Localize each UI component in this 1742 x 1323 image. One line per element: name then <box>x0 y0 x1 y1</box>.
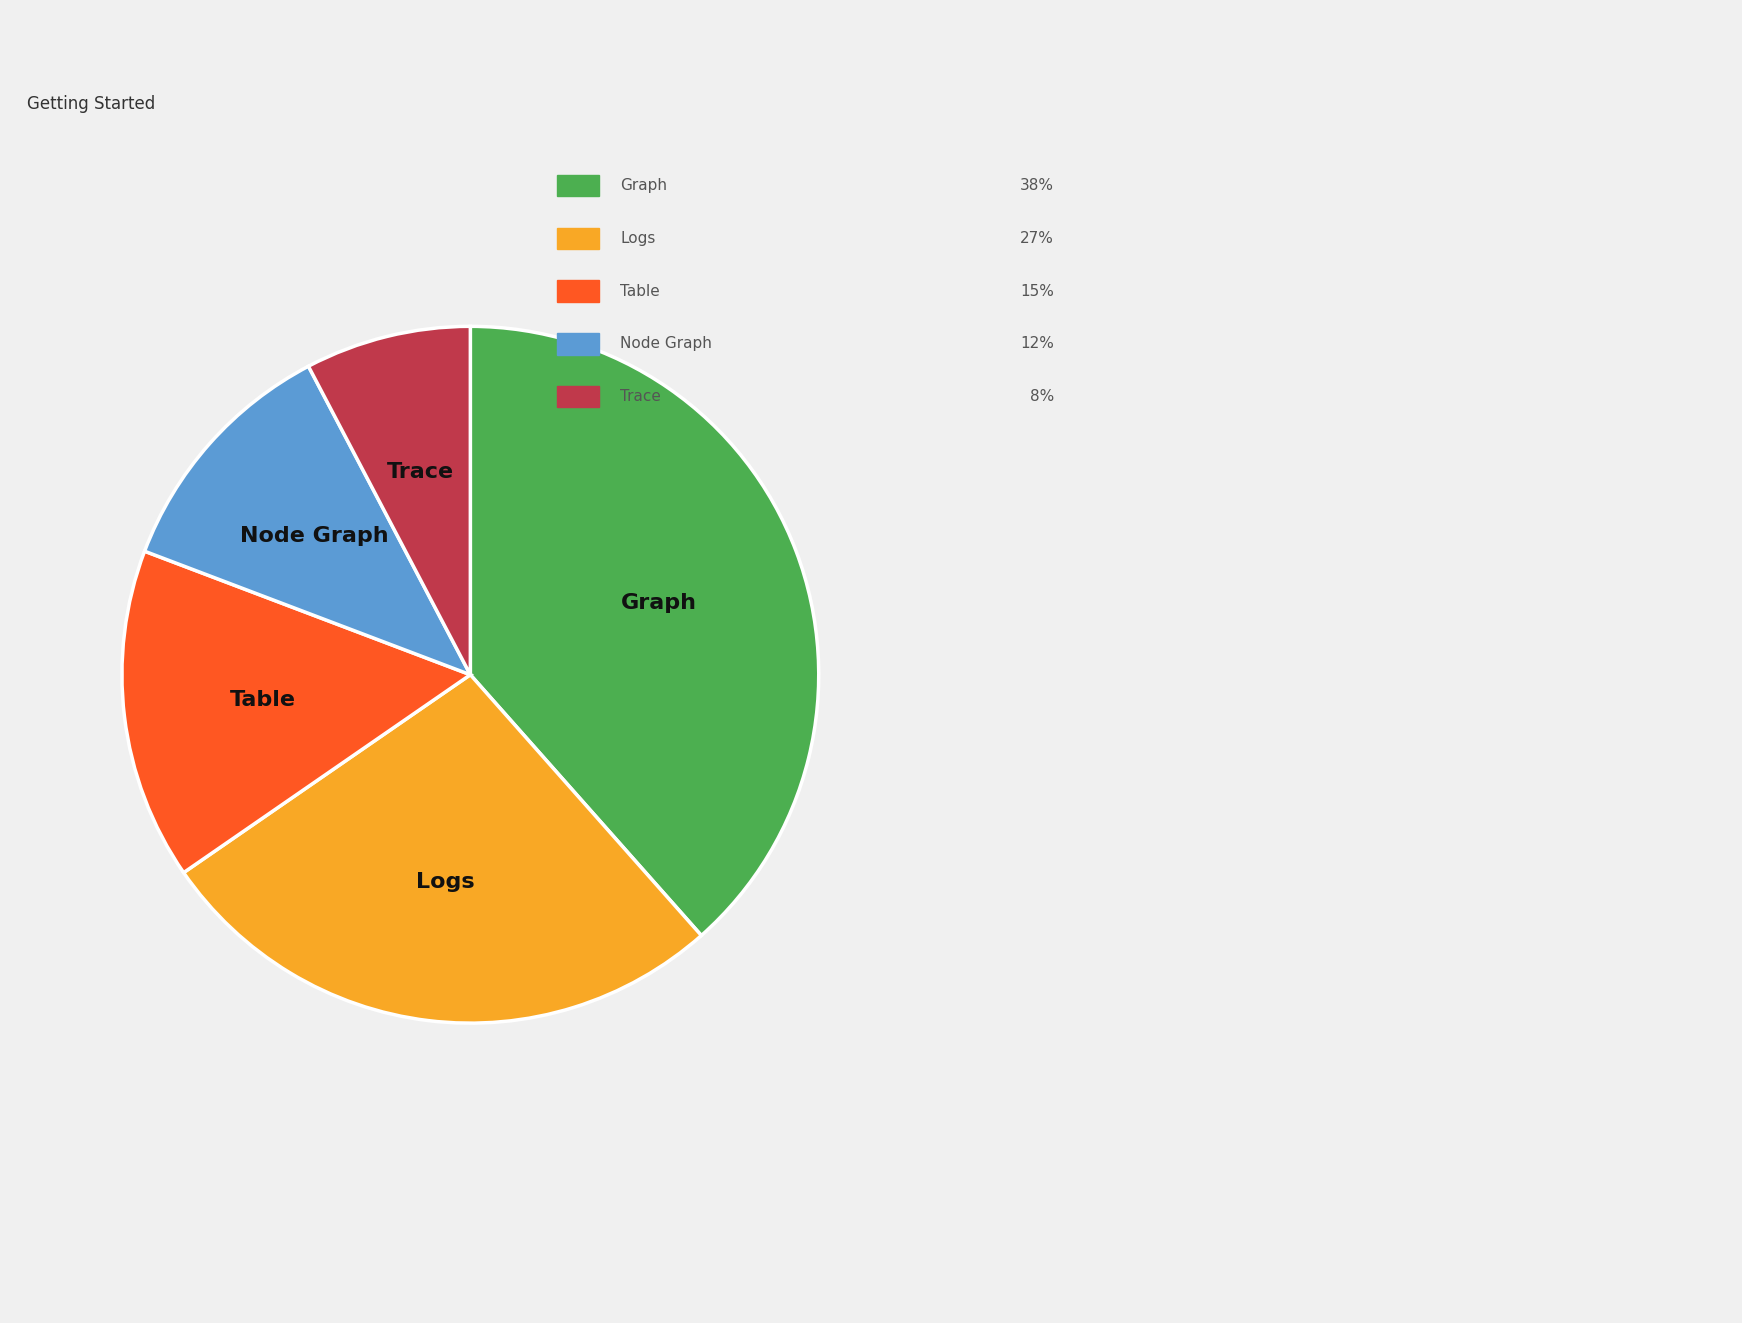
Text: Graph: Graph <box>620 177 667 193</box>
Text: 12%: 12% <box>1021 336 1054 352</box>
Wedge shape <box>145 366 470 675</box>
Text: Graph: Graph <box>622 593 697 613</box>
Text: 27%: 27% <box>1021 230 1054 246</box>
Bar <box>557 175 599 196</box>
Text: Logs: Logs <box>416 872 474 892</box>
Text: Table: Table <box>620 283 660 299</box>
Wedge shape <box>183 675 702 1023</box>
Text: 8%: 8% <box>1030 389 1054 405</box>
Bar <box>557 280 599 302</box>
Bar <box>557 228 599 249</box>
Text: Getting Started: Getting Started <box>28 95 155 114</box>
Wedge shape <box>470 327 819 935</box>
Text: Node Graph: Node Graph <box>620 336 712 352</box>
Bar <box>557 333 599 355</box>
Text: Trace: Trace <box>620 389 660 405</box>
Text: Trace: Trace <box>387 462 455 482</box>
Text: 15%: 15% <box>1021 283 1054 299</box>
Text: Table: Table <box>230 689 296 710</box>
Wedge shape <box>308 327 470 675</box>
Text: Node Graph: Node Graph <box>240 527 388 546</box>
Bar <box>557 386 599 407</box>
Text: Logs: Logs <box>620 230 655 246</box>
Text: 38%: 38% <box>1019 177 1054 193</box>
Wedge shape <box>122 552 470 873</box>
